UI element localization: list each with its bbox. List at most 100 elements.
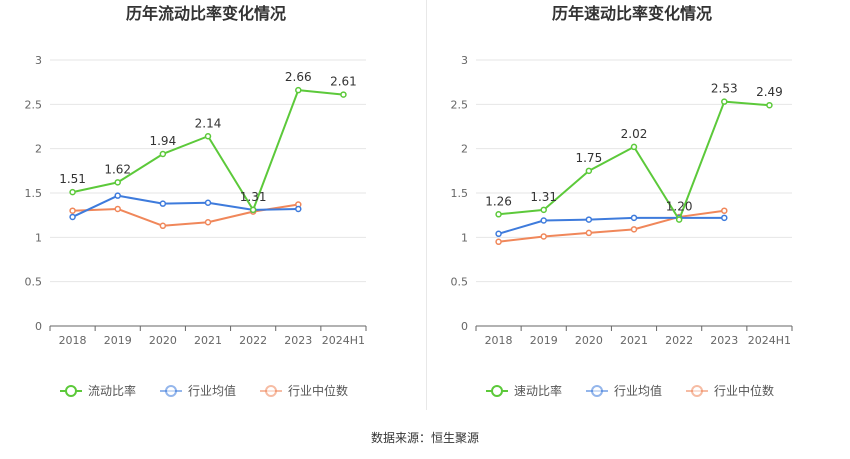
- x-tick-label: 2023: [710, 334, 738, 347]
- chart-title: 历年速动比率变化情况: [552, 4, 712, 23]
- data-label: 1.62: [104, 162, 131, 176]
- x-tick-label: 2023: [284, 334, 312, 347]
- legend-marker: [165, 385, 177, 397]
- data-point-main: [495, 211, 502, 218]
- data-label: 1.75: [575, 151, 602, 165]
- chart-title: 历年流动比率变化情况: [126, 4, 286, 23]
- legend-label: 行业中位数: [714, 383, 774, 398]
- y-tick-label: 1.5: [25, 187, 43, 200]
- x-tick-label: 2020: [575, 334, 603, 347]
- legend-marker: [491, 385, 503, 397]
- data-label: 2.66: [285, 70, 312, 84]
- legend-item-median: 行业中位数: [260, 383, 348, 398]
- data-label: 1.31: [240, 190, 267, 204]
- legend-label: 行业均值: [188, 383, 236, 398]
- data-point-median: [69, 207, 76, 214]
- y-tick-label: 2: [35, 143, 42, 156]
- x-tick-label: 2022: [239, 334, 267, 347]
- y-tick-label: 1.5: [451, 187, 469, 200]
- data-point-avg: [204, 199, 212, 207]
- data-point-avg: [630, 214, 638, 222]
- legend-item-median: 行业中位数: [686, 383, 774, 398]
- legend-marker: [691, 385, 703, 397]
- data-point-main: [585, 167, 593, 175]
- legend-item-avg: 行业均值: [586, 383, 662, 398]
- data-point-avg: [721, 214, 728, 222]
- data-point-main: [540, 206, 547, 214]
- data-point-main: [340, 91, 347, 98]
- data-point-main: [159, 150, 167, 158]
- data-point-main: [69, 188, 76, 196]
- legend-label: 速动比率: [514, 383, 562, 398]
- legend-item-main: 流动比率: [60, 383, 136, 398]
- data-point-median: [540, 233, 547, 240]
- y-tick-label: 0: [461, 320, 468, 333]
- data-point-main: [766, 101, 773, 109]
- data-point-main: [295, 86, 302, 94]
- x-tick-label: 2019: [530, 334, 558, 347]
- data-point-avg: [585, 216, 593, 223]
- data-point-avg: [159, 200, 167, 207]
- data-label: 1.20: [666, 200, 693, 214]
- y-tick-label: 2.5: [451, 98, 469, 111]
- data-point-main: [204, 133, 212, 140]
- data-point-avg: [114, 192, 121, 199]
- data-label: 2.61: [330, 75, 357, 89]
- data-point-median: [630, 226, 638, 233]
- x-tick-label: 2019: [104, 334, 132, 347]
- y-tick-label: 0: [35, 320, 42, 333]
- data-point-median: [114, 205, 121, 213]
- y-tick-label: 1: [461, 231, 468, 244]
- data-label: 1.51: [59, 172, 86, 186]
- y-tick-label: 1: [35, 231, 42, 244]
- y-tick-label: 2: [461, 143, 468, 156]
- data-source-note: 数据来源：恒生聚源: [370, 431, 479, 445]
- data-point-main: [675, 216, 683, 223]
- legend-label: 流动比率: [88, 383, 136, 398]
- data-label: 2.49: [756, 85, 783, 99]
- x-tick-label: 2022: [665, 334, 693, 347]
- data-point-main: [721, 98, 728, 105]
- data-label: 1.31: [530, 190, 557, 204]
- y-tick-label: 0.5: [451, 276, 469, 289]
- data-point-avg: [69, 213, 76, 221]
- x-tick-label: 2024H1: [748, 334, 791, 347]
- series-line-avg: [72, 194, 299, 218]
- data-point-median: [585, 229, 593, 237]
- x-tick-label: 2018: [485, 334, 513, 347]
- data-point-main: [114, 179, 121, 186]
- legend-marker: [265, 385, 277, 397]
- x-tick-label: 2021: [620, 334, 648, 347]
- y-tick-label: 3: [35, 54, 42, 67]
- x-tick-label: 2020: [149, 334, 177, 347]
- panel-divider: [426, 0, 427, 410]
- legend-label: 行业均值: [614, 383, 662, 398]
- data-point-main: [630, 143, 638, 151]
- data-point-avg: [495, 230, 502, 238]
- data-point-main: [249, 206, 257, 214]
- legend-item-avg: 行业均值: [160, 383, 236, 398]
- x-tick-label: 2021: [194, 334, 222, 347]
- y-tick-label: 0.5: [25, 276, 43, 289]
- data-label: 1.26: [485, 194, 512, 208]
- data-point-avg: [295, 205, 302, 213]
- data-point-avg: [540, 217, 547, 224]
- data-label: 2.53: [711, 82, 738, 96]
- current-ratio-chart: 历年流动比率变化情况 0 0.5 1 1.5 2 2.5 3 2018 2019 2020 2021 2…: [25, 4, 367, 398]
- data-point-median: [159, 222, 167, 230]
- y-tick-label: 3: [461, 54, 468, 67]
- series-line-median: [72, 203, 299, 227]
- data-point-median: [495, 238, 502, 246]
- legend-label: 行业中位数: [288, 383, 348, 398]
- legend-marker: [65, 385, 77, 397]
- data-label: 2.14: [195, 116, 222, 130]
- series-line-avg: [498, 216, 725, 235]
- x-tick-label: 2024H1: [322, 334, 365, 347]
- x-tick-label: 2018: [59, 334, 87, 347]
- series-line-main: [72, 89, 344, 211]
- data-label: 1.94: [149, 134, 176, 148]
- data-label: 2.02: [621, 127, 648, 141]
- data-point-median: [721, 207, 728, 214]
